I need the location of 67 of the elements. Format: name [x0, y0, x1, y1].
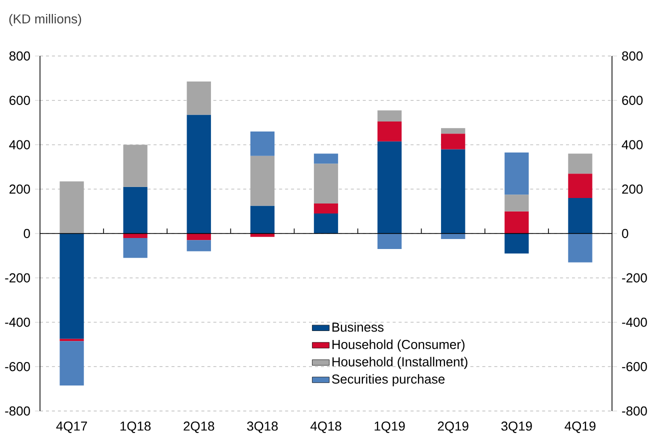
y2-tick-label: -800 — [5, 406, 30, 416]
bar — [441, 234, 466, 240]
y2-tick-label: -600 — [5, 362, 30, 372]
x-tick-label: 3Q18 — [247, 422, 278, 434]
x-tick-label: 3Q19 — [501, 422, 532, 434]
x-tick-label: 2Q18 — [184, 422, 214, 434]
bar — [250, 156, 275, 206]
x-tick-label: 2Q19 — [438, 422, 468, 434]
bar — [504, 152, 529, 195]
bar — [441, 134, 466, 150]
bar — [60, 181, 84, 234]
x-tick-label: 1Q18 — [120, 422, 151, 434]
y-tick-label: 800 — [622, 51, 643, 61]
bar — [250, 206, 275, 234]
y2-tick-label: 800 — [9, 51, 30, 61]
x-tick-label: 4Q18 — [310, 422, 342, 434]
y2-tick-label: -200 — [5, 273, 30, 282]
y-tick-label: 0 — [622, 228, 628, 238]
y2-tick-label: 400 — [9, 140, 30, 150]
x-tick-label: 4Q19 — [564, 422, 596, 434]
bar — [377, 110, 402, 122]
y-tick-label: 400 — [622, 140, 643, 150]
bar — [123, 238, 148, 258]
y-tick-label: 600 — [622, 96, 643, 105]
bar — [123, 186, 148, 234]
y-tick-label: -800 — [622, 406, 647, 416]
bar — [186, 240, 211, 252]
bar — [123, 144, 148, 187]
bar — [568, 198, 592, 234]
bar — [568, 234, 592, 262]
x-tick-label: 1Q19 — [374, 422, 405, 434]
bar — [60, 338, 84, 342]
y-tick-label: -400 — [622, 318, 647, 327]
bar — [568, 174, 592, 198]
bar — [568, 154, 592, 174]
bar — [441, 128, 466, 134]
bar — [314, 204, 338, 214]
bar — [60, 234, 84, 339]
y2-tick-label: 600 — [10, 96, 30, 105]
bar — [314, 154, 338, 164]
bar — [314, 164, 338, 204]
bar — [186, 114, 211, 234]
bar — [377, 234, 402, 250]
bar — [377, 141, 402, 234]
legend-label: Securities purchase — [332, 374, 445, 386]
bar — [250, 131, 275, 156]
y2-tick-label: -400 — [5, 318, 30, 327]
bar — [123, 234, 148, 238]
bar — [504, 194, 529, 212]
y2-tick-label: 200 — [10, 184, 30, 194]
bar — [377, 121, 402, 142]
bar — [504, 211, 529, 234]
legend-label: Household (Installment) — [332, 356, 468, 369]
bar — [504, 234, 529, 254]
bar — [314, 214, 338, 234]
bar — [60, 341, 84, 386]
bar — [441, 149, 466, 234]
text: (KD millions) — [9, 14, 82, 26]
y-tick-label: -600 — [622, 362, 647, 372]
y-tick-label: -200 — [622, 273, 647, 282]
x-tick-label: 4Q17 — [56, 422, 87, 434]
bar — [186, 82, 211, 115]
y2-tick-label: 0 — [24, 228, 30, 238]
legend-label: Household (Consumer) — [332, 340, 464, 352]
bar — [186, 234, 211, 240]
y-tick-label: 200 — [622, 184, 643, 194]
legend-label: Business — [332, 322, 384, 332]
